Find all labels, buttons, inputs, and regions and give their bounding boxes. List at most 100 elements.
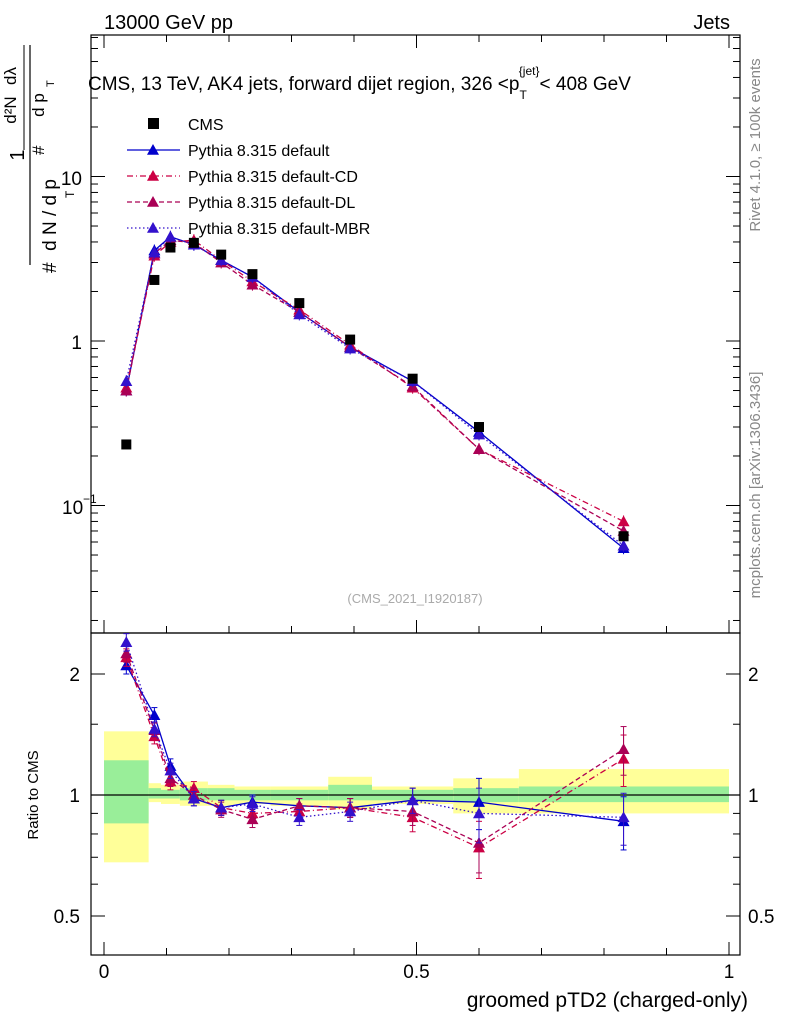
ratio-point [215, 801, 228, 813]
data-point [617, 515, 630, 527]
band-inner [161, 789, 180, 799]
ratio-point [293, 811, 306, 823]
cms-data-point [165, 242, 176, 253]
ratio-tick-labels: 0.5 0.5 1 1 2 2 [54, 665, 775, 928]
y-tick-label-0.1-exp: −1 [83, 492, 97, 506]
x-tick-label: 0 [99, 962, 110, 983]
cms-data-point [121, 439, 132, 450]
legend-marker [147, 170, 159, 181]
ratio-point [187, 782, 200, 793]
ratio-point [246, 797, 259, 809]
ylabel-hash2: # [29, 145, 48, 155]
legend-label: Pythia 8.315 default [188, 143, 330, 160]
ylabel-den2: d p [29, 93, 48, 117]
x-tick-label: 0.5 [403, 962, 429, 983]
ratio-point [344, 805, 357, 817]
data-point [164, 230, 177, 242]
data-point [617, 539, 630, 551]
legend-marker-cms [148, 118, 159, 129]
y-tick-label-10: 10 [61, 169, 82, 190]
title-sup: {jet} [519, 64, 540, 78]
data-point [344, 342, 357, 354]
mcplots-label: mcplots.cern.ch [arXiv:1306.3436] [747, 372, 764, 599]
analysis-watermark: (CMS_2021_I1920187) [347, 591, 482, 606]
ratio-point [246, 813, 259, 825]
legend-marker [147, 144, 159, 155]
ratio-tick-label-right: 1 [748, 786, 759, 807]
legend-label: CMS [188, 117, 224, 134]
legend-label: Pythia 8.315 default-DL [188, 195, 355, 212]
data-point [148, 246, 161, 258]
cms-data-point [345, 334, 356, 345]
cms-data-point [247, 269, 258, 280]
x-axis-label: groomed pTD2 (charged-only) [467, 989, 748, 1012]
series-line-Pythia-8.315-default-CD [125, 239, 624, 523]
ratio-y-label: Ratio to CMS [25, 750, 42, 839]
cms-data-point [474, 422, 484, 433]
chart-title: CMS, 13 TeV, AK4 jets, forward dijet reg… [88, 64, 631, 102]
cms-data-point [149, 274, 160, 285]
x-tick-label: 1 [724, 962, 735, 983]
y-tick-label-1: 1 [71, 333, 82, 354]
ratio-series-layer [120, 633, 630, 879]
ratio-tick-label: 2 [69, 665, 80, 686]
ratio-point [617, 811, 630, 823]
data-point [246, 278, 259, 290]
data-point [473, 443, 485, 454]
ylabel-one: 1 [7, 149, 29, 160]
data-point [473, 428, 485, 440]
series-line-Pythia-8.315-default [125, 236, 624, 549]
legend-label: Pythia 8.315 default-MBR [188, 221, 370, 238]
ratio-tick-label-right: 0.5 [748, 907, 774, 928]
band-inner [148, 788, 161, 799]
header-left: 13000 GeV pp [104, 12, 233, 34]
axis-ticks [91, 35, 740, 955]
legend-marker [147, 222, 159, 233]
ratio-point [148, 709, 161, 720]
ylabel-num2: d²N [1, 96, 20, 123]
title-sub: T [519, 88, 527, 102]
x-tick-labels: 0 0.5 1 [99, 962, 735, 983]
ratio-frame [90, 632, 741, 956]
cms-data-point [407, 373, 418, 384]
main-series-layer [120, 230, 630, 555]
ylabel-dlambda: dλ [1, 67, 20, 85]
y-tick-label-0.1: 10 [62, 498, 83, 519]
ylabel-sub2: T [45, 80, 57, 87]
ratio-tick-label: 1 [69, 786, 80, 807]
legend-label: Pythia 8.315 default-CD [188, 169, 358, 186]
band-inner [104, 760, 149, 824]
ylabel-sub1: T [63, 190, 77, 198]
cms-data-point [618, 531, 629, 542]
data-point [120, 375, 133, 386]
band-inner [328, 784, 372, 801]
ratio-point [120, 647, 133, 659]
rivet-label: Rivet 4.1.0, ≥ 100k events [747, 58, 764, 231]
title-tail: < 408 GeV [540, 74, 632, 95]
legend-marker [147, 196, 159, 207]
legend: CMS Pythia 8.315 default Pythia 8.315 defa… [127, 117, 370, 238]
ratio-line-Pythia-8.315-default-CD [125, 657, 624, 849]
ratio-point [120, 636, 133, 647]
band-inner [207, 788, 235, 801]
ratio-point [148, 722, 161, 734]
ylabel-den1: d N / d p [40, 179, 61, 251]
series-line-Pythia-8.315-default-MBR [125, 236, 624, 547]
y-axis-label: 1 d N / d p T # d²N dλ d p T # [1, 45, 77, 273]
ratio-tick-label-right: 2 [748, 665, 759, 686]
ratio-tick-label: 0.5 [54, 907, 80, 928]
ratio-point [617, 743, 630, 755]
ratio-point [293, 799, 306, 811]
data-point [120, 384, 133, 396]
series-line-Pythia-8.315-default-DL [125, 239, 624, 532]
data-point [293, 308, 306, 320]
title-lead: CMS, 13 TeV, AK4 jets, forward dijet reg… [88, 74, 519, 95]
cms-data-point [188, 237, 199, 248]
ratio-line-Pythia-8.315-default-DL [125, 653, 624, 844]
ratio-point [473, 807, 485, 819]
ratio-point [406, 794, 419, 806]
ratio-point [164, 764, 177, 776]
cms-data-point [216, 249, 227, 260]
ylabel-hash1: # [40, 262, 61, 273]
